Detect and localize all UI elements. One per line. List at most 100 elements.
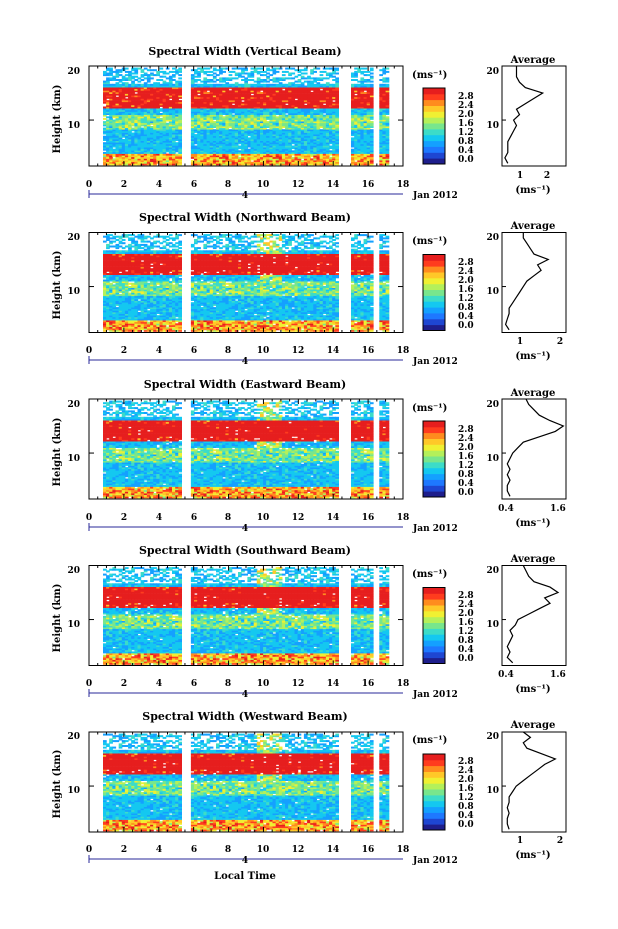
- heatmap-cell: [131, 160, 135, 162]
- heatmap-cell: [178, 74, 182, 76]
- heatmap-cell: [178, 71, 182, 73]
- panel-title: Spectral Width (Vertical Beam): [148, 45, 341, 58]
- heatmap-cell: [203, 154, 207, 156]
- heatmap-cell: [178, 154, 182, 156]
- heatmap-cell: [147, 74, 151, 76]
- heatmap-cell: [109, 160, 113, 162]
- heatmap-cell: [131, 76, 135, 78]
- heatmap-cell: [156, 82, 160, 84]
- heatmap-cell: [210, 160, 214, 162]
- heatmap-cell: [203, 77, 207, 79]
- heatmap-cell: [109, 71, 113, 73]
- heatmap-cell: [141, 69, 145, 71]
- heatmap-cell: [125, 154, 129, 156]
- heatmap-cell: [178, 116, 182, 118]
- heatmap-cell: [109, 68, 113, 70]
- heatmap-cell: [153, 69, 157, 71]
- heatmap-cell: [203, 71, 207, 73]
- heatmap-cell: [116, 97, 120, 99]
- heatmap-cell: [131, 133, 135, 135]
- heatmap-cell: [131, 116, 135, 118]
- heatmap-cell: [147, 77, 151, 79]
- heatmap-cell: [172, 79, 176, 81]
- heatmap-cell: [219, 160, 223, 162]
- heatmap-cell: [116, 82, 120, 84]
- heatmap-cell: [194, 69, 198, 71]
- heatmap-cell: [194, 76, 198, 78]
- heatmap-cell: [203, 68, 207, 70]
- heatmap-cell: [141, 160, 145, 162]
- heatmap-cell: [178, 160, 182, 162]
- heatmap-cell: [156, 123, 160, 125]
- panel-vertical-beam: Spectral Width (Vertical Beam) 10 20 Hei…: [52, 45, 566, 201]
- heatmap-cell: [141, 116, 145, 118]
- heatmap-cell: [172, 71, 176, 73]
- heatmap-cell: [207, 68, 211, 70]
- heatmap-cell: [178, 81, 182, 83]
- heatmap-cell: [131, 77, 135, 79]
- heatmap-cell: [163, 123, 167, 125]
- heatmap-cell: [210, 84, 214, 86]
- heatmap-cell: [160, 68, 164, 70]
- heatmap-cell: [116, 160, 120, 162]
- heatmap-cell: [125, 98, 129, 100]
- heatmap-cell: [147, 84, 151, 86]
- heatmap-cell: [116, 116, 120, 118]
- heatmap-cell: [203, 123, 207, 125]
- heatmap-cell: [125, 77, 129, 79]
- heatmap-cell: [210, 116, 214, 118]
- heatmap-cell: [131, 123, 135, 125]
- heatmap-cell: [194, 154, 198, 156]
- heatmap-cell: [125, 74, 129, 76]
- heatmap-cell: [156, 160, 160, 162]
- heatmap-cell: [125, 71, 129, 73]
- heatmap-cell: [194, 84, 198, 86]
- heatmap-cell: [109, 123, 113, 125]
- heatmap-cell: [131, 128, 135, 130]
- heatmap-cell: [125, 160, 129, 162]
- heatmap-cell: [178, 68, 182, 70]
- heatmap-cell: [141, 79, 145, 81]
- heatmap-cell: [141, 71, 145, 73]
- heatmap-cell: [178, 77, 182, 79]
- heatmap-cell: [141, 123, 145, 125]
- heatmap-cell: [134, 71, 138, 73]
- heatmap-cell: [172, 160, 176, 162]
- heatmap-cell: [116, 71, 120, 73]
- heatmap-cell: [116, 123, 120, 125]
- heatmap-cell: [131, 73, 135, 75]
- heatmap-cell: [147, 160, 151, 162]
- heatmap-cell: [141, 128, 145, 130]
- heatmap-cell: [210, 71, 214, 73]
- heatmap-cell: [163, 71, 167, 73]
- heatmap-cell: [116, 69, 120, 71]
- heatmap-cell: [156, 116, 160, 118]
- heatmap-cell: [119, 71, 123, 73]
- heatmap-cell: [116, 79, 120, 81]
- heatmap-cell: [194, 79, 198, 81]
- heatmap-cell: [172, 84, 176, 86]
- heatmap-cell: [156, 79, 160, 81]
- heatmap-cell: [125, 116, 129, 118]
- heatmap-cell: [131, 81, 135, 83]
- heatmap-cell: [194, 123, 198, 125]
- heatmap-cell: [194, 146, 198, 148]
- heatmap-cell: [194, 116, 198, 118]
- heatmap-cell: [203, 116, 207, 118]
- heatmap-cell: [125, 68, 129, 70]
- heatmap-cell: [172, 68, 176, 70]
- heatmap-cell: [163, 154, 167, 156]
- heatmap-cell: [156, 154, 160, 156]
- heatmap-cell: [172, 116, 176, 118]
- heatmap-cell: [219, 123, 223, 125]
- heatmap-cell: [163, 116, 167, 118]
- heatmap-cell: [156, 71, 160, 73]
- heatmap-cell: [147, 154, 151, 156]
- heatmap-cell: [109, 116, 113, 118]
- heatmap-cell: [172, 154, 176, 156]
- heatmap-cell: [178, 123, 182, 125]
- figure: Spectral Width (Vertical Beam) 10 20 Hei…: [0, 0, 618, 929]
- heatmap-cell: [116, 154, 120, 156]
- heatmap-cell: [141, 74, 145, 76]
- heatmap-cell: [150, 77, 154, 79]
